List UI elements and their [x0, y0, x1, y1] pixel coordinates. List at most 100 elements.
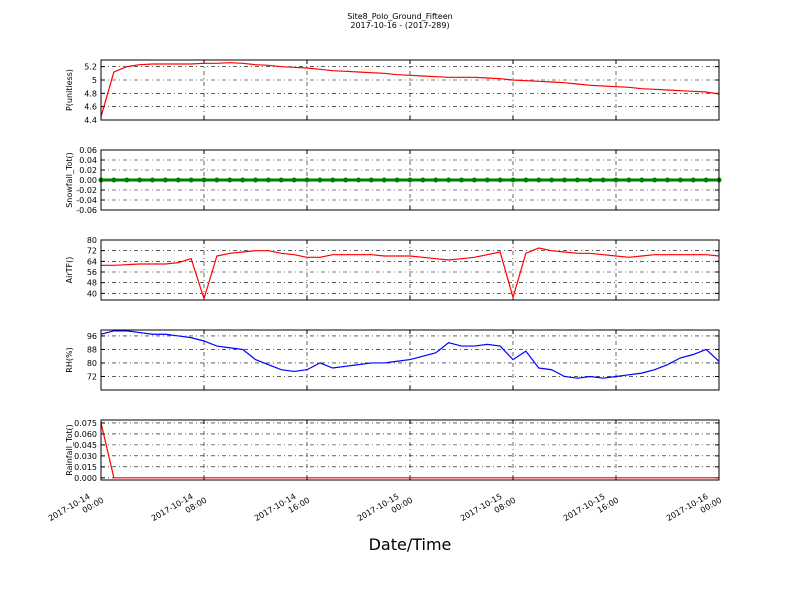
y-tick-label: 0.02 — [79, 166, 97, 175]
data-point — [665, 177, 670, 183]
data-point — [523, 177, 529, 183]
data-point — [626, 177, 632, 183]
data-line — [101, 247, 720, 301]
data-point — [265, 177, 271, 183]
data-point — [484, 177, 490, 183]
y-tick-label: -0.02 — [76, 186, 97, 195]
y-tick-label: 0.000 — [74, 474, 97, 483]
y-tick-label: 88 — [87, 345, 97, 354]
data-point — [639, 177, 645, 183]
x-tick-label: 2017-10-1500:00 — [356, 487, 414, 532]
data-point — [510, 177, 516, 183]
data-point — [227, 177, 233, 183]
data-point — [536, 177, 542, 183]
y-tick-label: 5.2 — [84, 63, 97, 72]
data-point — [330, 177, 336, 183]
x-tick-label: 2017-10-1400:00 — [47, 487, 105, 532]
data-line — [100, 62, 720, 117]
data-point — [471, 177, 477, 183]
y-tick-label: 0.04 — [79, 156, 97, 165]
data-point — [368, 177, 374, 183]
data-point — [562, 177, 567, 183]
y-tick-label: 0.030 — [74, 452, 97, 461]
x-axis-label: Date/Time — [369, 535, 452, 554]
y-tick-label: 4.6 — [84, 103, 97, 112]
y-tick-label: 0.075 — [74, 419, 97, 428]
y-tick-label: 56 — [87, 268, 97, 277]
y-axis-label: AirTF() — [65, 257, 74, 284]
y-tick-label: 64 — [87, 257, 97, 266]
y-tick-label: 40 — [87, 289, 97, 298]
chart-subtitle: 2017-10-16 - (2017-289) — [350, 21, 449, 30]
data-point — [433, 177, 439, 183]
data-point — [304, 177, 310, 183]
data-point — [253, 177, 258, 183]
data-point — [703, 177, 709, 183]
x-tick-label: 2017-10-1600:00 — [665, 487, 723, 532]
y-axis-label: P(unitless) — [65, 69, 74, 111]
data-point — [201, 177, 207, 183]
data-point — [446, 177, 452, 183]
data-point — [459, 177, 464, 183]
data-point — [214, 177, 220, 183]
y-tick-label: 4.4 — [84, 116, 97, 125]
data-point — [240, 177, 246, 183]
data-point — [549, 177, 555, 183]
y-tick-label: 96 — [87, 332, 97, 341]
data-point — [356, 177, 361, 183]
y-axis-label: RH(%) — [65, 347, 74, 372]
y-tick-label: 72 — [87, 372, 97, 381]
y-tick-label: 48 — [87, 279, 97, 288]
data-point — [124, 177, 130, 183]
plot-frame — [100, 239, 720, 301]
y-tick-label: 4.8 — [84, 89, 97, 98]
y-tick-label: 80 — [87, 236, 97, 245]
y-tick-label: -0.06 — [76, 206, 97, 215]
x-tick-label: 2017-10-1516:00 — [562, 487, 620, 532]
data-point — [652, 177, 658, 183]
data-point — [175, 177, 181, 183]
data-point — [600, 177, 606, 183]
data-point — [574, 177, 580, 183]
plot-frame — [100, 59, 720, 121]
x-tick-label: 2017-10-1408:00 — [150, 487, 208, 532]
y-tick-label: 0.00 — [79, 176, 97, 185]
data-point — [111, 177, 117, 183]
y-tick-label: 72 — [87, 247, 97, 256]
data-point — [690, 177, 696, 183]
y-axis-label: Snowfall_Tot() — [65, 152, 74, 208]
x-tick-label: 2017-10-1508:00 — [459, 487, 517, 532]
plot-frame — [100, 329, 720, 391]
data-point — [420, 177, 426, 183]
x-tick-label: 2017-10-1416:00 — [253, 487, 311, 532]
data-point — [587, 177, 593, 183]
data-point — [394, 177, 400, 183]
data-point — [497, 177, 503, 183]
plot-frame — [100, 419, 720, 481]
data-point — [343, 177, 349, 183]
y-tick-label: 0.06 — [79, 146, 97, 155]
y-tick-label: -0.04 — [76, 196, 97, 205]
data-line — [100, 330, 720, 379]
data-point — [278, 177, 284, 183]
y-tick-label: 80 — [87, 359, 97, 368]
y-tick-label: 0.045 — [74, 441, 97, 450]
y-tick-label: 0.015 — [74, 463, 97, 472]
chart-title: Site8_Polo_Ground_Fifteen — [347, 12, 452, 21]
plot-frame — [100, 149, 720, 211]
data-point — [407, 177, 413, 183]
y-axis-label: Rainfall_Tot() — [65, 424, 74, 476]
data-line — [100, 422, 719, 479]
data-point — [291, 177, 297, 183]
y-tick-label: 0.060 — [74, 430, 97, 439]
data-point — [381, 177, 387, 183]
data-point — [188, 177, 194, 183]
data-point — [613, 177, 619, 183]
data-point — [317, 177, 323, 183]
data-point — [162, 177, 168, 183]
y-tick-label: 5 — [92, 76, 97, 85]
data-point — [150, 177, 155, 183]
data-point — [677, 177, 683, 183]
data-point — [137, 177, 143, 183]
